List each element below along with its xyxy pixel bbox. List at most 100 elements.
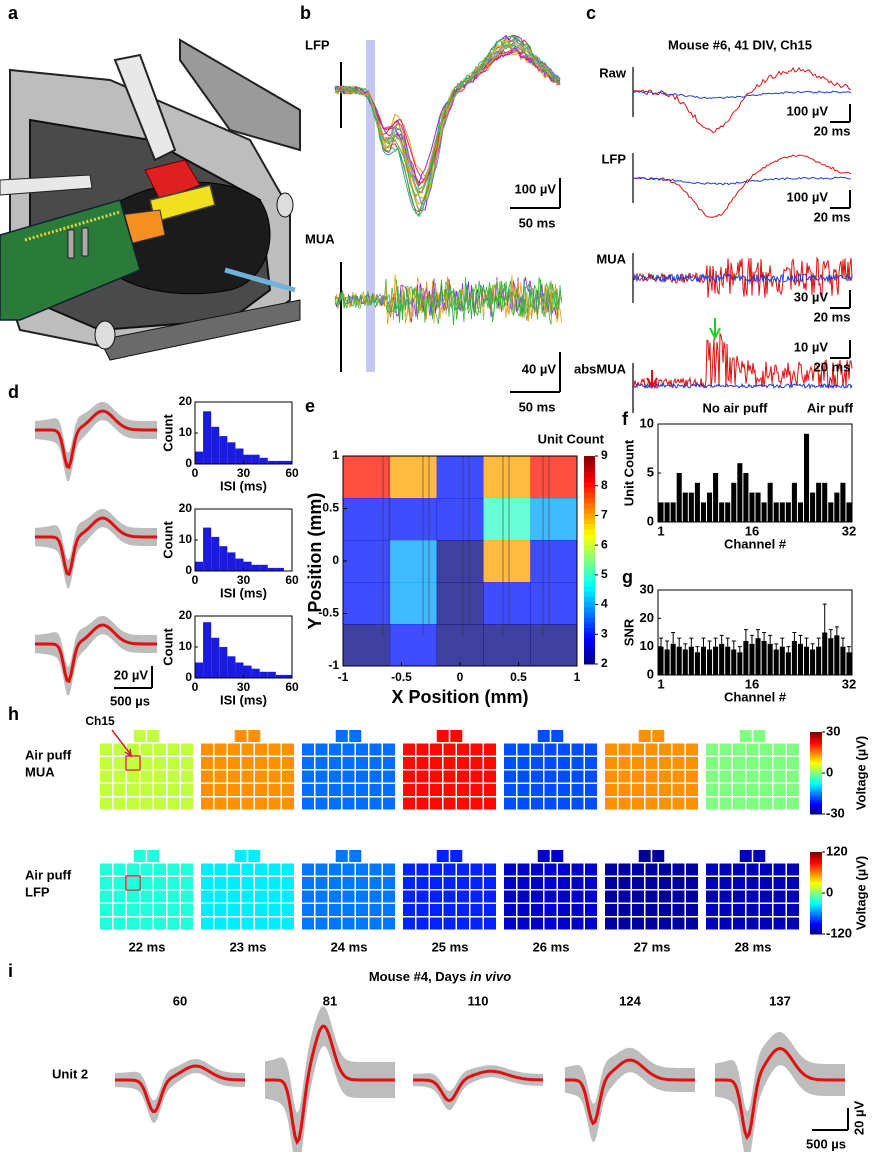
electrode-cell xyxy=(100,891,112,903)
electrode-cell xyxy=(417,904,429,916)
hist-bar xyxy=(260,565,268,571)
row-label: Raw xyxy=(599,65,627,80)
y-tick-label: 10 xyxy=(179,639,193,653)
electrode-cell xyxy=(343,771,355,783)
hist-bar xyxy=(211,427,219,464)
time-label: 22 ms xyxy=(129,939,166,954)
electrode-cell xyxy=(255,744,267,756)
electrode-cell xyxy=(706,771,718,783)
electrode-cell xyxy=(134,850,146,862)
electrode-cell xyxy=(531,757,543,769)
electrode-cell xyxy=(316,877,328,889)
electrode-cell xyxy=(686,771,698,783)
electrode-cell xyxy=(733,864,745,876)
electrode-cell xyxy=(282,891,294,903)
colorbar-step xyxy=(584,570,595,576)
scale-amplitude: 30 µV xyxy=(794,289,829,304)
electrode-cell xyxy=(316,784,328,796)
electrode-cell xyxy=(639,850,651,862)
electrode-cell xyxy=(774,891,786,903)
colorbar-step xyxy=(584,492,595,498)
x-tick-label: 60 xyxy=(285,466,299,480)
electrode-cell xyxy=(673,864,685,876)
electrode-cell xyxy=(269,798,281,810)
trace-label: MUA xyxy=(305,231,335,246)
electrode-cell xyxy=(417,798,429,810)
colorbar-step xyxy=(584,534,595,540)
electrode-cell xyxy=(127,918,139,930)
time-label: 24 ms xyxy=(331,939,368,954)
colorbar-tick-label: 6 xyxy=(601,537,608,551)
electrode-cell xyxy=(316,891,328,903)
colorbar-step xyxy=(584,638,595,644)
electrode-cell xyxy=(235,730,247,742)
electrode-cell xyxy=(181,757,193,769)
electrode-cell xyxy=(100,864,112,876)
electrode-cell xyxy=(760,744,772,756)
electrode-cell xyxy=(168,784,180,796)
heat-cell xyxy=(437,498,484,541)
colorbar-step xyxy=(584,581,595,587)
electrode-cell xyxy=(255,771,267,783)
electrode-cell xyxy=(228,918,240,930)
colorbar-tick-label: 4 xyxy=(601,597,608,611)
bar xyxy=(725,647,730,675)
colorbar-step xyxy=(584,472,595,478)
colorbar-step xyxy=(584,529,595,535)
electrode-cell xyxy=(471,864,483,876)
electrode-cell xyxy=(471,757,483,769)
colorbar-step xyxy=(584,622,595,628)
hist-bar xyxy=(219,546,227,571)
electrode-cell xyxy=(242,891,254,903)
electrode-cell xyxy=(659,757,671,769)
electrode-cell xyxy=(558,784,570,796)
electrode-cell xyxy=(457,904,469,916)
electrode-cell xyxy=(255,918,267,930)
panel-letter: b xyxy=(300,3,311,23)
electrode-cell xyxy=(572,784,584,796)
electrode-cell xyxy=(403,771,415,783)
electrode-cell xyxy=(450,850,462,862)
electrode-cell xyxy=(605,744,617,756)
heat-cell xyxy=(530,456,577,499)
electrode-cell xyxy=(484,784,496,796)
time-label: 25 ms xyxy=(432,939,469,954)
electrode-cell xyxy=(747,918,759,930)
electrode-cell xyxy=(484,744,496,756)
electrode-cell xyxy=(329,891,341,903)
time-label: 26 ms xyxy=(533,939,570,954)
electrode-cell xyxy=(484,757,496,769)
electrode-cell xyxy=(228,864,240,876)
electrode-cell xyxy=(444,877,456,889)
electrode-cell xyxy=(302,798,314,810)
electrode-cell xyxy=(356,784,368,796)
electrode-cell xyxy=(370,904,382,916)
electrode-cell xyxy=(531,891,543,903)
row-label: LFP xyxy=(25,884,50,899)
colorbar-tick-label: 8 xyxy=(601,478,608,492)
electrode-cell xyxy=(659,798,671,810)
electrode-cell xyxy=(471,891,483,903)
electrode-cell xyxy=(774,864,786,876)
bar xyxy=(828,502,833,522)
electrode-cell xyxy=(370,864,382,876)
figure: abcdefghiLFPMUA100 µV50 ms40 µV50 msMous… xyxy=(0,0,872,1152)
electrode-cell xyxy=(673,918,685,930)
electrode-cell xyxy=(720,891,732,903)
electrode-cell xyxy=(686,798,698,810)
hist-bar xyxy=(195,452,203,464)
electrode-cell xyxy=(518,798,530,810)
electrode-cell xyxy=(457,798,469,810)
electrode-cell xyxy=(632,904,644,916)
colorbar-step xyxy=(584,560,595,566)
bar xyxy=(774,650,779,676)
electrode-cell xyxy=(215,891,227,903)
electrode-cell xyxy=(168,744,180,756)
electrode-cell xyxy=(181,744,193,756)
bar xyxy=(792,641,797,675)
electrode-cell xyxy=(154,891,166,903)
electrode-cell xyxy=(336,730,348,742)
electrode-cell xyxy=(733,904,745,916)
bar xyxy=(737,652,742,675)
x-axis-label: X Position (mm) xyxy=(391,687,528,707)
